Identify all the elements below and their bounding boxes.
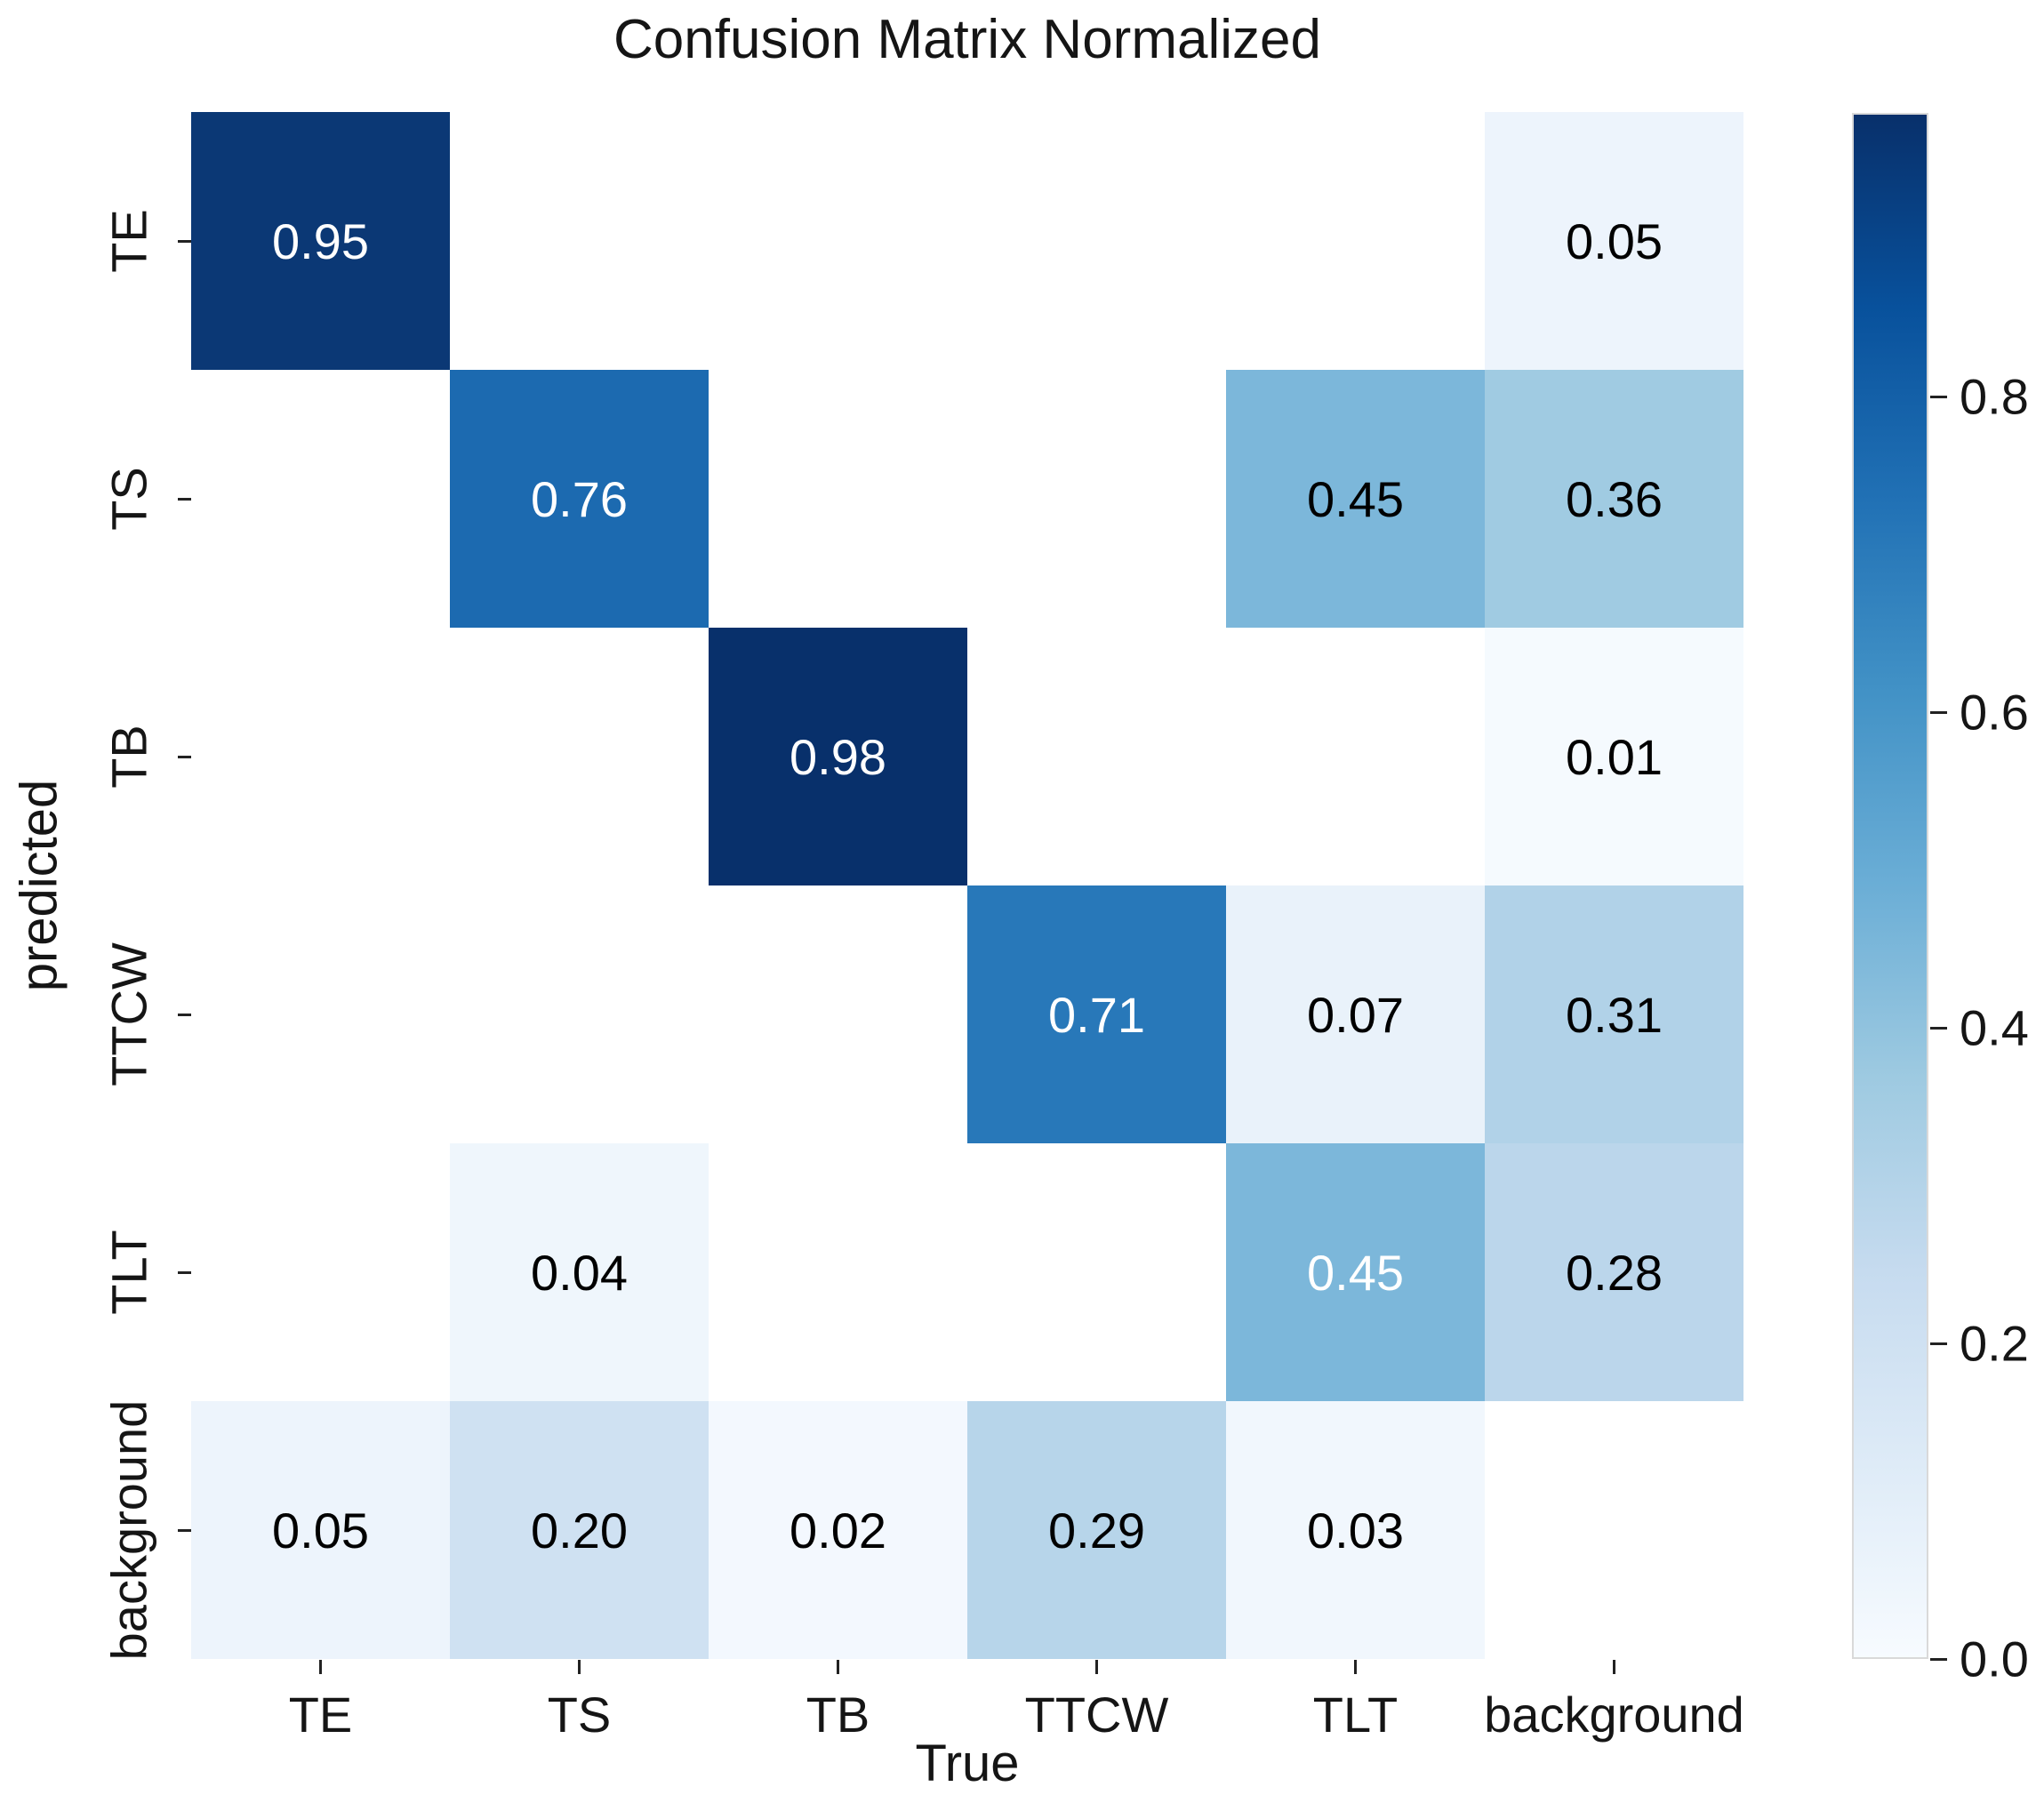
x-tick-label-TTCW: TTCW xyxy=(1024,1687,1169,1743)
colorbar-tick-label-0.4: 0.4 xyxy=(1960,999,2029,1056)
cell-annotation: 0.45 xyxy=(1307,1244,1404,1301)
cell-annotation: 0.95 xyxy=(272,212,369,269)
heatmap-cell-TB-TTCW xyxy=(967,628,1226,885)
heatmap-cell-background-TB: 0.02 xyxy=(709,1401,967,1659)
heatmap-cell-background-background xyxy=(1485,1401,1743,1659)
heatmap-cell-TLT-TE xyxy=(191,1143,450,1401)
heatmap-cell-TLT-background: 0.28 xyxy=(1485,1143,1743,1401)
colorbar xyxy=(1852,113,1928,1659)
colorbar-tick-label-0.2: 0.2 xyxy=(1960,1315,2029,1372)
colorbar-tick-mark xyxy=(1930,1026,1947,1030)
colorbar-tick-mark xyxy=(1930,1342,1947,1345)
y-tick-mark xyxy=(178,1270,191,1274)
heatmap-grid: 0.95 0.05 0.76 0.45 0.36 0.98 0.01 0.71 0.07 0.31… xyxy=(191,112,1743,1659)
heatmap-cell-TE-TE: 0.95 xyxy=(191,112,450,370)
heatmap-cell-TTCW-TS xyxy=(450,885,709,1143)
heatmap-cell-TS-TTCW xyxy=(967,370,1226,628)
heatmap-cell-TB-TE xyxy=(191,628,450,885)
y-tick-label-TLT: TLT xyxy=(100,1230,157,1315)
x-tick-label-TB: TB xyxy=(806,1687,870,1743)
heatmap-cell-TS-TB xyxy=(709,370,967,628)
y-tick-label-TTCW: TTCW xyxy=(100,942,157,1086)
x-tick-mark xyxy=(1354,1660,1357,1674)
cell-annotation: 0.01 xyxy=(1566,728,1663,785)
cell-annotation: 0.04 xyxy=(531,1244,628,1301)
heatmap-cell-TTCW-TLT: 0.07 xyxy=(1226,885,1485,1143)
heatmap-cell-TLT-TLT: 0.45 xyxy=(1226,1143,1485,1401)
cell-annotation: 0.28 xyxy=(1566,1244,1663,1301)
cell-annotation: 0.45 xyxy=(1307,470,1404,527)
y-tick-label-TS: TS xyxy=(100,467,157,531)
cell-annotation: 0.05 xyxy=(272,1502,369,1559)
cell-annotation: 0.36 xyxy=(1566,470,1663,527)
colorbar-tick-mark xyxy=(1930,395,1947,398)
heatmap-cell-TE-TTCW xyxy=(967,112,1226,370)
colorbar-tick-mark xyxy=(1930,1657,1947,1661)
x-tick-mark xyxy=(837,1660,839,1674)
heatmap-cell-TS-background: 0.36 xyxy=(1485,370,1743,628)
x-axis-label: True xyxy=(915,1735,1020,1792)
heatmap-cell-TLT-TTCW xyxy=(967,1143,1226,1401)
heatmap-cell-TB-background: 0.01 xyxy=(1485,628,1743,885)
colorbar-tick-label-0.0: 0.0 xyxy=(1960,1631,2029,1687)
x-tick-label-TLT: TLT xyxy=(1312,1687,1399,1743)
y-tick-label-background: background xyxy=(100,1399,157,1661)
heatmap-cell-TS-TE xyxy=(191,370,450,628)
heatmap-cell-background-TLT: 0.03 xyxy=(1226,1401,1485,1659)
cell-annotation: 0.76 xyxy=(531,470,628,527)
heatmap-cell-TE-TB xyxy=(709,112,967,370)
heatmap-cell-TTCW-TB xyxy=(709,885,967,1143)
heatmap-cell-TS-TLT: 0.45 xyxy=(1226,370,1485,628)
heatmap-cell-TE-TS xyxy=(450,112,709,370)
heatmap-cell-TS-TS: 0.76 xyxy=(450,370,709,628)
heatmap-cell-background-TTCW: 0.29 xyxy=(967,1401,1226,1659)
heatmap-cell-background-TE: 0.05 xyxy=(191,1401,450,1659)
y-tick-label-TB: TB xyxy=(100,725,157,789)
heatmap-cell-background-TS: 0.20 xyxy=(450,1401,709,1659)
colorbar-tick-mark xyxy=(1930,710,1947,714)
cell-annotation: 0.31 xyxy=(1566,986,1663,1043)
x-tick-mark xyxy=(578,1660,581,1674)
cell-annotation: 0.05 xyxy=(1566,212,1663,269)
x-tick-label-TE: TE xyxy=(288,1687,353,1743)
x-tick-mark xyxy=(319,1660,322,1674)
chart-title: Confusion Matrix Normalized xyxy=(613,9,1321,70)
heatmap-cell-TE-TLT xyxy=(1226,112,1485,370)
cell-annotation: 0.20 xyxy=(531,1502,628,1559)
heatmap-cell-TTCW-TE xyxy=(191,885,450,1143)
x-tick-label-background: background xyxy=(1484,1687,1744,1743)
heatmap-cell-TB-TS xyxy=(450,628,709,885)
cell-annotation: 0.02 xyxy=(790,1502,886,1559)
cell-annotation: 0.98 xyxy=(790,728,886,785)
cell-annotation: 0.29 xyxy=(1048,1502,1145,1559)
heatmap-cell-TB-TLT xyxy=(1226,628,1485,885)
y-tick-mark xyxy=(178,239,191,243)
y-axis-label: predicted xyxy=(10,779,68,992)
heatmap-cell-TB-TB: 0.98 xyxy=(709,628,967,885)
x-tick-mark xyxy=(1613,1660,1615,1674)
colorbar-tick-label-0.8: 0.8 xyxy=(1960,368,2029,425)
colorbar-tick-label-0.6: 0.6 xyxy=(1960,684,2029,741)
cell-annotation: 0.07 xyxy=(1307,986,1404,1043)
heatmap-cell-TE-background: 0.05 xyxy=(1485,112,1743,370)
y-tick-mark xyxy=(178,755,191,758)
cell-annotation: 0.71 xyxy=(1048,986,1145,1043)
y-tick-label-TE: TE xyxy=(100,209,157,273)
heatmap-cell-TTCW-TTCW: 0.71 xyxy=(967,885,1226,1143)
y-tick-mark xyxy=(178,497,191,501)
y-tick-mark xyxy=(178,1013,191,1016)
x-tick-label-TS: TS xyxy=(547,1687,612,1743)
heatmap-cell-TLT-TB xyxy=(709,1143,967,1401)
heatmap-cell-TLT-TS: 0.04 xyxy=(450,1143,709,1401)
y-tick-mark xyxy=(178,1528,191,1532)
cell-annotation: 0.03 xyxy=(1307,1502,1404,1559)
heatmap-cell-TTCW-background: 0.31 xyxy=(1485,885,1743,1143)
x-tick-mark xyxy=(1095,1660,1098,1674)
